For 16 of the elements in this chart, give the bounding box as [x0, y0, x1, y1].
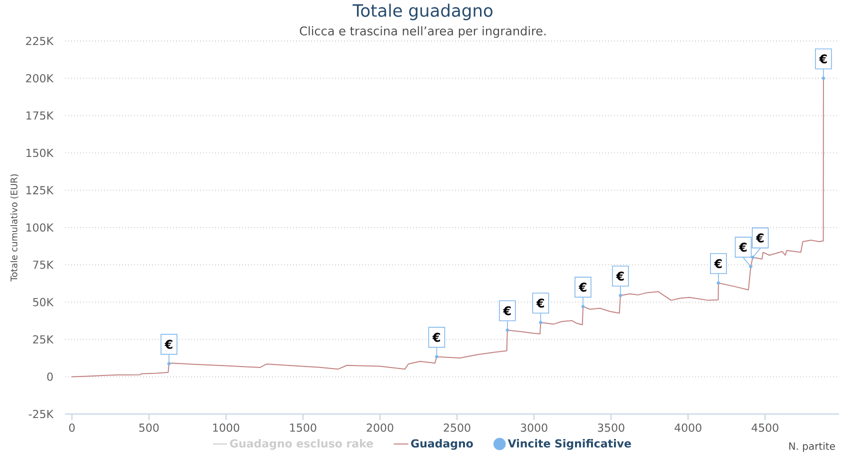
y-tick-label: 25K: [33, 335, 54, 344]
y-tick-label: 0: [47, 372, 53, 381]
y-tick-label: 100K: [26, 223, 54, 232]
y-tick-label: 225K: [26, 36, 54, 46]
y-tick-label: 150K: [26, 148, 54, 158]
y-tick-label: 125K: [26, 186, 54, 194]
y-tick-label: 200K: [26, 74, 54, 82]
y-tick-label: -25K: [28, 410, 54, 418]
y-tick-label: 175K: [26, 112, 54, 120]
x-tick-label: 0: [69, 424, 75, 432]
x-tick-label: 500: [139, 424, 159, 432]
y-tick-label: 75K: [33, 260, 54, 269]
y-tick-label: 50K: [33, 298, 54, 306]
chart-subtitle: Clicca e trascina nell’area per ingrandire.: [300, 26, 546, 38]
chart-title: Totale guadagno: [352, 4, 492, 20]
y-axis-title: Totale cumulativo (EUR): [10, 174, 18, 282]
